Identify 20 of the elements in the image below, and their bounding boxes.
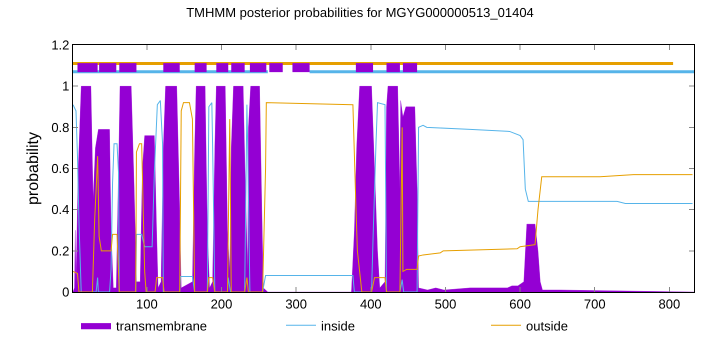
y-tick-label: 0.8 [51,120,70,135]
y-axis-title: probability [25,132,42,205]
x-tick-label: 400 [360,296,382,312]
x-tick-label: 300 [285,296,308,312]
y-tick-label: 0.6 [51,161,70,176]
y-tick-label: 0.2 [51,243,70,258]
x-tick-label: 800 [658,296,680,312]
x-tick-label: 200 [210,296,232,312]
legend-label: outside [526,318,568,334]
chart-title: TMHMM posterior probabilities for MGYG000000513_01404 [186,4,534,20]
y-tick-label: 0 [62,284,70,300]
legend-label: inside [321,318,355,334]
y-tick-label: 0.4 [51,202,70,218]
x-tick-label: 500 [434,296,456,312]
y-tick-label: 1.2 [51,38,70,53]
y-tick-label: 1 [62,78,70,94]
x-tick-label: 100 [136,296,158,312]
legend-label: transmembrane [116,318,208,334]
x-tick-label: 700 [584,296,606,312]
x-tick-label: 600 [509,296,531,312]
